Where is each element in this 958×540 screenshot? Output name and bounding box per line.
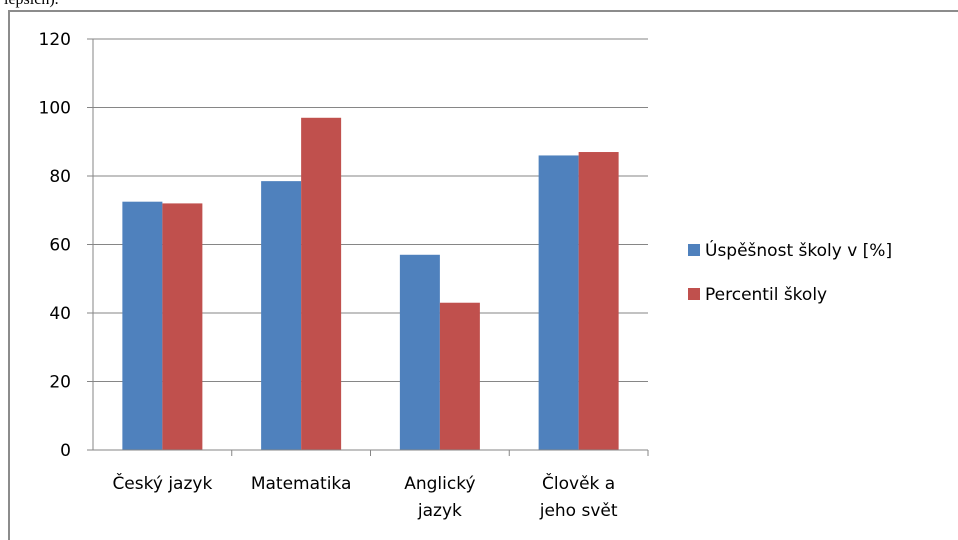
y-tick-label: 0 bbox=[60, 441, 71, 461]
y-tick-labels: 0 20 40 60 80 100 120 bbox=[39, 30, 71, 461]
x-category-label: jazyk bbox=[417, 501, 462, 521]
bar-percentil bbox=[578, 152, 619, 450]
legend: Úspěšnost školy v [%] Percentil školy bbox=[688, 239, 892, 305]
axes bbox=[87, 38, 649, 456]
chart-frame bbox=[8, 10, 958, 540]
bar-percentil bbox=[439, 302, 480, 450]
bar-percentil bbox=[162, 203, 203, 450]
x-category-label: Matematika bbox=[251, 474, 352, 494]
bar-uspesnost bbox=[261, 181, 302, 450]
legend-swatch bbox=[688, 244, 700, 256]
y-tick-label: 20 bbox=[49, 373, 71, 393]
x-category-label: Člověk a bbox=[542, 472, 615, 494]
y-tick-label: 80 bbox=[49, 167, 71, 187]
y-tick-label: 100 bbox=[39, 99, 71, 119]
legend-label: Úspěšnost školy v [%] bbox=[705, 239, 892, 261]
y-tick-label: 60 bbox=[49, 236, 71, 256]
x-category-label: Český jazyk bbox=[112, 472, 212, 494]
y-tick-label: 40 bbox=[49, 304, 71, 324]
legend-swatch bbox=[688, 288, 700, 300]
bar-uspesnost bbox=[399, 254, 440, 450]
legend-label: Percentil školy bbox=[705, 285, 827, 305]
bar-uspesnost bbox=[122, 201, 163, 450]
bars bbox=[122, 117, 619, 451]
x-category-labels: Český jazyk Matematika Anglický jazyk Člověk… bbox=[112, 472, 617, 521]
bar-uspesnost bbox=[538, 155, 579, 450]
preceding-text-fragment: lepsich). bbox=[4, 0, 59, 9]
x-category-label: jeho svět bbox=[539, 501, 618, 521]
bar-percentil bbox=[301, 117, 342, 451]
x-category-label: Anglický bbox=[404, 474, 475, 494]
y-tick-label: 120 bbox=[39, 30, 71, 50]
